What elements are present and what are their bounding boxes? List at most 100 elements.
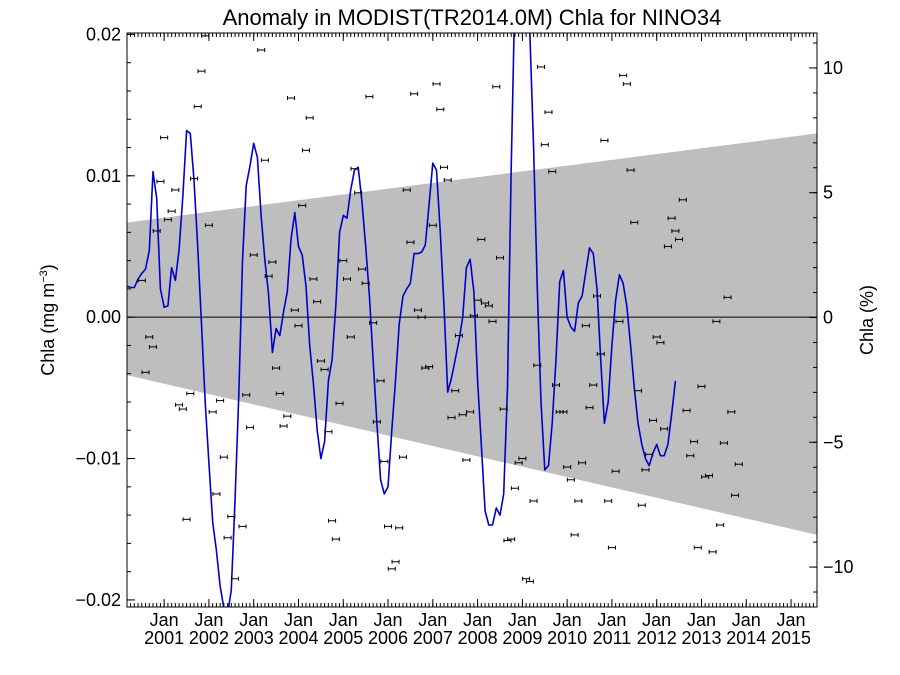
data-point	[454, 333, 463, 338]
y-tick-label: −0.01	[75, 449, 121, 469]
data-point	[204, 223, 213, 228]
data-point	[145, 334, 154, 339]
data-point	[708, 549, 717, 554]
data-point	[641, 467, 650, 472]
data-point	[533, 363, 542, 368]
x-tick-year-label: 2007	[413, 628, 453, 648]
data-point	[727, 409, 736, 414]
data-point	[704, 473, 713, 478]
data-point	[660, 426, 669, 431]
data-point	[451, 388, 460, 393]
data-point	[260, 158, 269, 163]
x-tick-month-label: Jan	[597, 610, 626, 630]
data-point	[466, 409, 475, 414]
data-point	[212, 491, 221, 496]
data-point	[178, 407, 187, 412]
data-point	[477, 237, 486, 242]
data-point	[667, 216, 676, 221]
data-point	[593, 293, 602, 298]
y-axis-title: Chla (mg m−3)	[38, 264, 58, 376]
x-tick-year-label: 2006	[368, 628, 408, 648]
data-point	[716, 523, 725, 527]
data-point	[510, 486, 519, 491]
data-point	[440, 165, 449, 170]
x-tick-year-label: 2001	[144, 628, 184, 648]
data-point	[156, 179, 165, 184]
x-tick-month-label: Jan	[329, 610, 358, 630]
x-tick-year-label: 2013	[681, 628, 721, 648]
data-point	[186, 391, 195, 396]
data-point	[462, 457, 471, 462]
data-point	[540, 142, 549, 147]
x-tick-month-label: Jan	[508, 610, 537, 630]
data-point	[331, 537, 340, 542]
data-point	[690, 439, 698, 444]
data-point	[335, 401, 344, 406]
x-tick-month-label: Jan	[239, 610, 268, 630]
data-point	[354, 190, 363, 195]
data-point	[231, 576, 240, 581]
data-point	[227, 514, 236, 519]
data-point	[488, 319, 497, 324]
data-point	[615, 319, 624, 324]
data-point	[324, 429, 333, 434]
data-point	[596, 351, 605, 356]
data-point	[578, 460, 587, 465]
data-point	[600, 138, 609, 143]
data-point	[301, 148, 310, 153]
data-point	[495, 255, 504, 260]
data-point	[316, 359, 325, 363]
x-tick-year-label: 2010	[547, 628, 587, 648]
data-point	[272, 366, 281, 371]
x-tick-year-label: 2012	[637, 628, 677, 648]
data-point	[309, 277, 318, 281]
data-point	[682, 408, 691, 413]
data-point	[376, 378, 385, 383]
data-point	[522, 576, 531, 581]
data-point	[208, 409, 217, 414]
x-tick-month-label: Jan	[150, 610, 179, 630]
data-point	[417, 315, 426, 320]
data-point	[469, 313, 478, 318]
chart-title: Anomaly in MODIST(TR2014.0M) Chla for NI…	[223, 5, 722, 30]
y-tick-label: −0.02	[75, 590, 121, 610]
data-point	[391, 559, 400, 564]
data-point	[190, 176, 199, 181]
data-point	[585, 405, 594, 410]
data-point	[731, 493, 740, 498]
data-point	[551, 383, 560, 388]
data-point	[380, 459, 389, 464]
data-point	[675, 237, 684, 242]
data-point	[589, 383, 598, 388]
data-point	[342, 277, 351, 281]
data-point	[563, 465, 572, 470]
data-point	[298, 203, 307, 208]
data-point	[395, 525, 404, 530]
data-point	[152, 228, 161, 233]
x-tick-month-label: Jan	[418, 610, 447, 630]
data-point	[182, 517, 191, 522]
x-tick-month-label: Jan	[687, 610, 716, 630]
data-point	[712, 319, 721, 324]
data-point	[548, 169, 557, 174]
data-point	[570, 532, 579, 537]
data-point	[238, 524, 247, 529]
data-point	[697, 384, 706, 389]
data-point	[529, 498, 538, 503]
data-point	[499, 407, 508, 412]
data-point	[197, 69, 206, 74]
data-point	[652, 334, 661, 339]
data-point	[678, 197, 687, 202]
data-point	[663, 244, 672, 249]
data-point	[148, 344, 157, 349]
y2-tick-label: 5	[823, 183, 833, 203]
data-point	[242, 392, 251, 397]
data-point	[626, 168, 635, 173]
data-point	[320, 367, 329, 372]
data-point	[175, 402, 184, 407]
x-tick-year-label: 2004	[278, 628, 318, 648]
data-point	[257, 47, 266, 52]
data-point	[671, 228, 680, 233]
data-point	[350, 166, 359, 171]
data-point	[268, 260, 277, 265]
